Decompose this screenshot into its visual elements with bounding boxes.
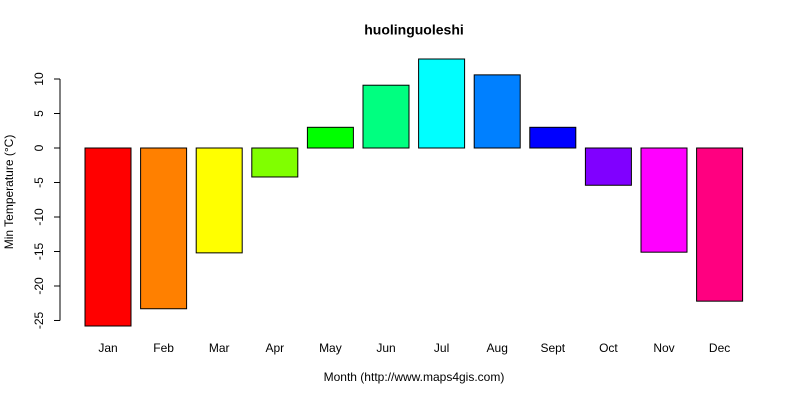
bar (84, 147, 132, 327)
x-tick-label: May (319, 341, 342, 355)
x-tick-label: Nov (653, 341, 674, 355)
bar (529, 126, 577, 149)
x-axis-label: Month (http://www.maps4gis.com) (324, 370, 505, 384)
bar (140, 147, 188, 310)
x-tick-label: Jun (376, 341, 395, 355)
x-tick-label: Mar (209, 341, 230, 355)
x-tick-label: Jan (98, 341, 117, 355)
bar (473, 74, 521, 149)
y-tick-label: -5 (32, 177, 46, 188)
bar (696, 147, 744, 302)
y-tick-label: 10 (32, 72, 46, 86)
bar (584, 147, 632, 186)
y-tick-label: 0 (32, 144, 46, 151)
x-tick-label: Apr (265, 341, 284, 355)
bar (362, 84, 410, 149)
y-tick-label: 5 (32, 110, 46, 117)
x-tick-label: Oct (599, 341, 618, 355)
y-tick-label: -25 (32, 311, 46, 329)
x-tick-label: Sept (540, 341, 565, 355)
bar (306, 126, 354, 149)
x-tick-label: Aug (487, 341, 508, 355)
chart-title: huolinguoleshi (364, 22, 464, 38)
x-tick-label: Dec (709, 341, 730, 355)
x-tick-label: Jul (434, 341, 449, 355)
bar (195, 147, 243, 254)
bar (418, 58, 466, 149)
x-tick-label: Feb (153, 341, 174, 355)
y-axis-label: Min Temperature (°C) (2, 135, 16, 250)
y-tick-label: -15 (32, 242, 46, 260)
bar (640, 147, 688, 253)
y-tick-label: -20 (32, 277, 46, 295)
bar (251, 147, 299, 178)
y-tick-label: -10 (32, 208, 46, 226)
